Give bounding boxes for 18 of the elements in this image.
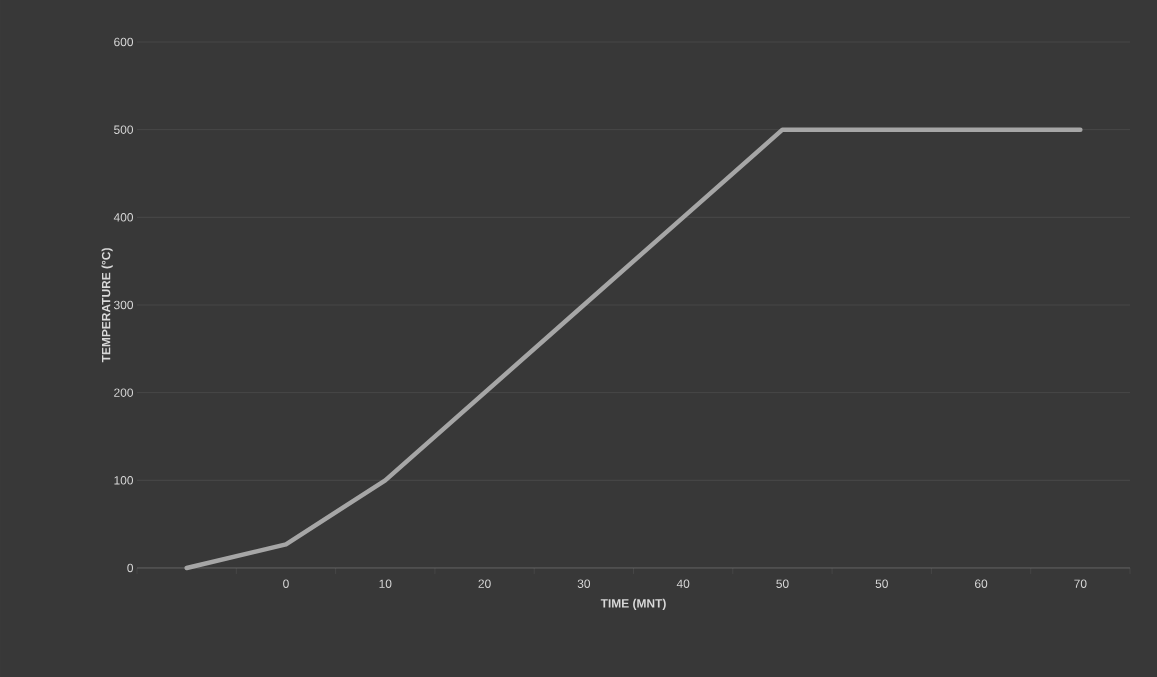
y-tick-label: 500 [114,125,134,134]
x-tick-label: 50 [875,579,888,588]
y-tick-label: 100 [114,476,134,485]
x-tick-label: 10 [379,579,392,588]
y-tick-label: 400 [113,213,134,222]
x-axis-title: TIME (MNT) [600,598,666,610]
y-tick-label: 0 [127,563,134,573]
y-tick-label: 600 [114,37,134,47]
x-tick-label: 20 [478,579,491,588]
x-tick-label: 70 [1074,579,1087,588]
x-tick-label: 60 [975,579,988,588]
y-axis-title: TEMPERATURE (°C) [101,248,113,363]
x-tick-label: 30 [577,579,591,588]
x-tick-label: 0 [283,579,289,588]
x-tick-label: 50 [776,579,789,588]
x-tick-label: 40 [676,579,690,588]
y-tick-label: 300 [114,300,134,310]
y-tick-label: 200 [114,388,134,397]
